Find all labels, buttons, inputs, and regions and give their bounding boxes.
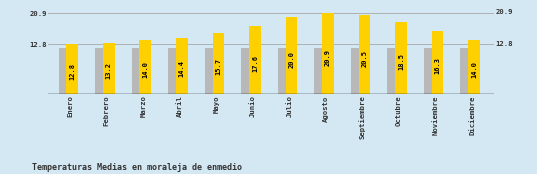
Text: 14.4: 14.4 xyxy=(179,60,185,77)
Bar xyxy=(59,48,69,94)
Bar xyxy=(286,17,297,94)
Bar xyxy=(395,22,407,94)
Bar xyxy=(249,26,261,94)
Bar xyxy=(468,40,480,94)
Text: 16.3: 16.3 xyxy=(434,57,440,74)
Bar xyxy=(322,13,334,94)
Bar xyxy=(460,48,470,94)
Bar xyxy=(432,31,444,94)
Bar xyxy=(95,48,105,94)
Bar xyxy=(67,45,78,94)
Bar xyxy=(213,33,224,94)
Bar xyxy=(132,48,142,94)
Text: 17.6: 17.6 xyxy=(252,55,258,72)
Bar xyxy=(424,48,434,94)
Text: 15.7: 15.7 xyxy=(215,58,221,75)
Bar xyxy=(176,38,187,94)
Bar xyxy=(140,40,151,94)
Text: 20.0: 20.0 xyxy=(288,51,294,68)
Bar xyxy=(359,15,371,94)
Bar xyxy=(241,48,251,94)
Text: 14.0: 14.0 xyxy=(471,61,477,78)
Text: 18.5: 18.5 xyxy=(398,53,404,70)
Text: 13.2: 13.2 xyxy=(106,62,112,80)
Text: 20.5: 20.5 xyxy=(361,50,367,67)
Text: Temperaturas Medias en moraleja de enmedio: Temperaturas Medias en moraleja de enmed… xyxy=(32,163,242,172)
Text: 20.9: 20.9 xyxy=(325,49,331,66)
Bar xyxy=(168,48,178,94)
Bar xyxy=(314,48,324,94)
Bar xyxy=(351,48,361,94)
Bar xyxy=(205,48,215,94)
Bar xyxy=(278,48,288,94)
Bar xyxy=(387,48,397,94)
Text: 14.0: 14.0 xyxy=(142,61,148,78)
Text: 12.8: 12.8 xyxy=(69,63,75,80)
Bar xyxy=(103,43,114,94)
